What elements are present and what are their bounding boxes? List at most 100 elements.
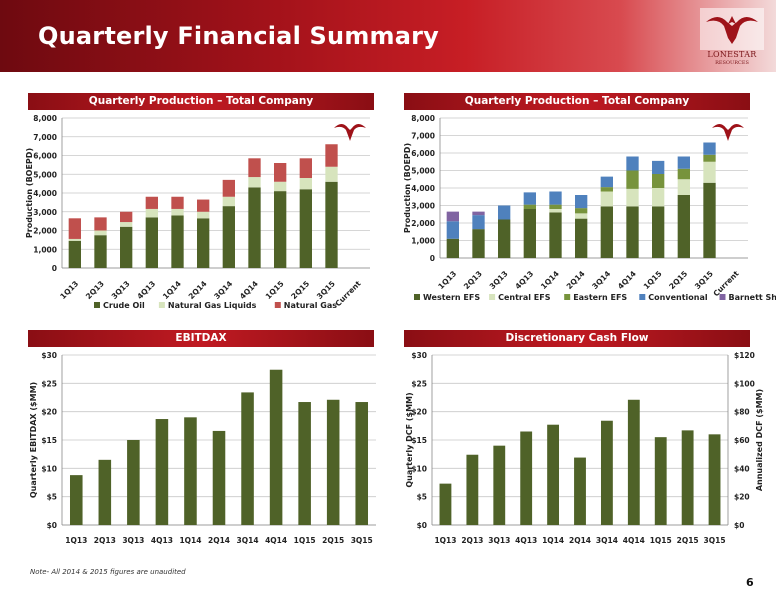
bar-1Q13-conventional: [446, 221, 459, 239]
x-tick-label: 2Q14: [208, 536, 230, 545]
x-tick-label: 2Q13: [94, 536, 116, 545]
bar-2Q13-conventional: [472, 215, 485, 230]
y-tick-label: $30: [41, 351, 57, 360]
legend-swatch: [274, 302, 281, 308]
y-tick-label: $15: [41, 436, 57, 445]
legend-entry: Conventional: [648, 293, 708, 302]
y-tick-label: 0: [430, 254, 435, 263]
bar-1Q13-natural-gas-liquids: [68, 238, 81, 241]
y-axis-label: Quarterly EBITDAX ($MM): [29, 382, 38, 498]
legend-swatch: [639, 294, 646, 300]
chart-production-by-region: 0 1,000 2,000 3,000 4,000 5,000 6,000 7,000 8,00…: [403, 114, 776, 302]
bar-1Q13: [439, 483, 452, 525]
x-tick-label: 1Q15: [294, 536, 316, 545]
legend-entry: Eastern EFS: [573, 293, 627, 302]
logo-subtitle: RESOURCES: [715, 60, 749, 66]
longhorn-icon: [334, 124, 366, 141]
bar-2Q13-western-efs: [472, 229, 485, 258]
y-tick-label: 1,000: [411, 237, 435, 246]
y2-tick-label: $120: [734, 351, 755, 360]
x-tick-label: Current: [333, 279, 362, 308]
bar-2Q15-natural-gas-liquids: [299, 178, 312, 190]
bar-2Q15-western-efs: [677, 195, 690, 258]
y-axis-label: Quarterly DCF ($MM): [405, 392, 414, 487]
x-tick-label: 1Q15: [642, 269, 664, 291]
x-tick-label: 2Q15: [289, 279, 311, 301]
bar-4Q13: [155, 419, 169, 525]
bar-4Q13-natural-gas: [145, 196, 158, 209]
y-tick-label: 6,000: [411, 149, 435, 158]
bar-3Q15: [355, 402, 369, 525]
y-tick-label: $20: [41, 408, 57, 417]
x-tick-label: 4Q14: [616, 269, 638, 291]
y-tick-label: 4,000: [33, 189, 57, 198]
bar-2Q14: [212, 430, 226, 525]
bar-2Q14: [574, 457, 586, 525]
bar-3Q14-eastern-efs: [600, 187, 613, 192]
x-tick-label: 3Q13: [110, 279, 132, 301]
bar-1Q15-crude-oil: [274, 191, 287, 268]
y-tick-label: $30: [411, 351, 427, 360]
bar-4Q14: [627, 399, 640, 525]
y-tick-label: 8,000: [411, 114, 435, 123]
panel-title-dcf: Discretionary Cash Flow: [404, 330, 750, 347]
y2-tick-label: $0: [734, 521, 744, 530]
bar-2Q15-natural-gas: [299, 158, 312, 178]
x-tick-label: 4Q13: [151, 536, 173, 545]
bar-4Q14-central-efs: [626, 188, 639, 207]
bar-2Q15-conventional: [677, 156, 690, 169]
bar-1Q14-crude-oil: [171, 215, 184, 268]
bar-2Q13-natural-gas: [94, 217, 107, 231]
bar-3Q14-western-efs: [600, 206, 613, 258]
x-tick-label: 3Q15: [351, 536, 373, 545]
bar-1Q15-western-efs: [652, 206, 665, 258]
bar-1Q14: [184, 417, 197, 525]
legend-swatch: [719, 294, 726, 300]
bar-3Q15-natural-gas: [325, 144, 338, 167]
legend-swatch: [158, 302, 165, 308]
x-tick-label: 2Q13: [84, 279, 106, 301]
bar-2Q13-barnett-shale: [472, 211, 485, 216]
x-tick-label: 3Q14: [212, 279, 234, 301]
bar-4Q14-natural-gas-liquids: [248, 177, 261, 188]
y-tick-label: $5: [417, 493, 427, 502]
panel-title-ebitdax: EBITDAX: [28, 330, 374, 347]
company-logo: LONESTAR RESOURCES: [700, 8, 764, 66]
logo-wordmark: LONESTAR: [707, 50, 757, 59]
y-tick-label: $5: [47, 493, 57, 502]
x-tick-label: 3Q15: [315, 279, 337, 301]
chart-logo-icon: [712, 124, 744, 141]
bar-1Q13-western-efs: [446, 238, 459, 258]
bar-3Q13-natural-gas: [120, 211, 133, 223]
legend-entry: Central EFS: [498, 293, 551, 302]
bar-1Q13-crude-oil: [68, 240, 81, 268]
bar-1Q14-natural-gas-liquids: [171, 208, 184, 216]
x-tick-label: 4Q14: [265, 536, 287, 545]
bar-2Q13: [98, 459, 112, 525]
y-tick-label: 7,000: [33, 133, 57, 142]
y-tick-label: 0: [52, 264, 57, 273]
bar-2Q15-crude-oil: [299, 189, 312, 268]
bar-3Q13-western-efs: [498, 219, 511, 258]
page-number: 6: [746, 576, 754, 589]
legend-swatch: [414, 294, 420, 300]
bar-2Q15-eastern-efs: [677, 168, 690, 180]
x-tick-label: 4Q13: [515, 536, 537, 545]
bar-3Q14-natural-gas-liquids: [222, 196, 235, 207]
x-tick-label: 1Q14: [161, 279, 183, 301]
bar-2Q14-natural-gas-liquids: [197, 211, 210, 219]
bar-1Q15: [298, 402, 311, 525]
bar-2Q14-western-efs: [575, 218, 588, 258]
y-tick-label: $10: [411, 464, 427, 473]
y2-tick-label: $80: [734, 408, 750, 417]
bar-3Q15-eastern-efs: [703, 154, 716, 162]
bar-3Q15-crude-oil: [325, 181, 338, 268]
x-tick-label: 2Q13: [461, 536, 483, 545]
x-tick-label: 4Q13: [135, 279, 157, 301]
x-tick-label: 2Q14: [569, 536, 591, 545]
bar-1Q15-natural-gas: [274, 163, 287, 182]
x-tick-label: 2Q14: [565, 269, 587, 291]
x-tick-label: 2Q15: [322, 536, 344, 545]
bar-1Q13-natural-gas: [68, 218, 81, 239]
y-tick-label: 3,000: [33, 208, 57, 217]
